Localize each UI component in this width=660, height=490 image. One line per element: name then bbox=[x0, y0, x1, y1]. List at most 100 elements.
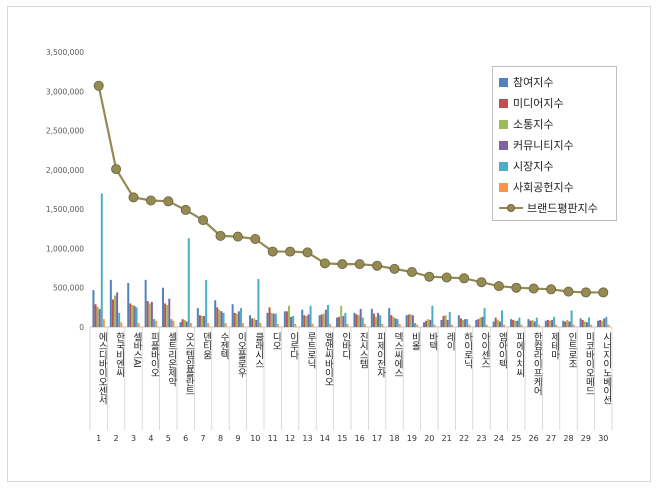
x-rank-label: 24 bbox=[494, 434, 504, 443]
bar bbox=[92, 290, 95, 327]
bar bbox=[562, 320, 565, 327]
bar bbox=[605, 316, 608, 327]
brand-index-point bbox=[128, 192, 139, 203]
bar bbox=[496, 319, 499, 327]
bar bbox=[179, 322, 182, 327]
x-rank-label: 6 bbox=[183, 434, 188, 443]
bar bbox=[235, 313, 238, 327]
bar bbox=[568, 321, 571, 327]
bar bbox=[607, 324, 610, 327]
y-tick-label: 2,500,000 bbox=[46, 127, 84, 136]
bar bbox=[603, 318, 606, 327]
x-rank-label: 10 bbox=[250, 434, 260, 443]
bar bbox=[529, 320, 532, 327]
bar bbox=[166, 305, 169, 327]
x-rank-label: 3 bbox=[131, 434, 136, 443]
brand-index-point bbox=[250, 233, 261, 244]
bar bbox=[100, 193, 103, 327]
legend-swatch bbox=[499, 140, 508, 150]
bar bbox=[442, 316, 445, 327]
bar bbox=[500, 310, 503, 327]
x-category-label: 피에이치씨 bbox=[514, 332, 525, 377]
bar bbox=[183, 319, 186, 327]
bar bbox=[411, 315, 414, 327]
bar bbox=[249, 315, 252, 327]
bar bbox=[510, 319, 513, 327]
bar bbox=[94, 304, 97, 327]
bar bbox=[322, 313, 325, 327]
legend-item: 커뮤니티지수 bbox=[499, 138, 574, 152]
bar bbox=[355, 314, 358, 327]
x-category-label: 시너지이노베이션 bbox=[601, 332, 612, 404]
x-category-label: 셀바스AI bbox=[131, 332, 142, 367]
bar bbox=[268, 307, 271, 327]
x-rank-label: 18 bbox=[389, 434, 399, 443]
bar bbox=[587, 317, 590, 327]
bar bbox=[407, 314, 410, 327]
x-rank-label: 20 bbox=[424, 434, 434, 443]
bar bbox=[311, 323, 314, 327]
bar bbox=[485, 324, 488, 327]
x-rank-label: 23 bbox=[476, 434, 486, 443]
x-category-label: 수젠텍 bbox=[218, 332, 229, 360]
bar bbox=[601, 320, 604, 327]
bar bbox=[131, 305, 134, 327]
brand-index-point bbox=[476, 277, 487, 288]
bar bbox=[448, 312, 451, 327]
x-category-label: 엘앤씨바이오 bbox=[322, 332, 333, 386]
brand-index-point bbox=[511, 282, 522, 293]
bar bbox=[514, 320, 517, 327]
bar bbox=[98, 308, 101, 327]
bar bbox=[242, 323, 245, 327]
bar bbox=[533, 321, 536, 327]
bar bbox=[457, 315, 460, 327]
bar bbox=[290, 316, 293, 327]
bar bbox=[359, 308, 362, 327]
bar bbox=[459, 318, 462, 327]
bar bbox=[427, 319, 430, 327]
x-category-label: 아이센스 bbox=[479, 332, 490, 368]
brand-index-point bbox=[111, 164, 122, 175]
brand-index-point bbox=[580, 287, 591, 298]
x-category-label: 비올 bbox=[409, 332, 420, 350]
x-category-label: 제테마 bbox=[549, 332, 560, 360]
bar bbox=[546, 319, 549, 327]
bar bbox=[114, 295, 116, 327]
x-rank-label: 28 bbox=[563, 434, 573, 443]
x-rank-label: 16 bbox=[355, 434, 365, 443]
x-category-label: 미코바이오메드 bbox=[583, 332, 594, 395]
bar bbox=[144, 279, 147, 327]
brand-index-point bbox=[145, 195, 156, 206]
legend-label: 사회공헌지수 bbox=[513, 181, 574, 194]
y-tick-label: 1,500,000 bbox=[46, 205, 84, 214]
x-category-label: 피제이전자 bbox=[375, 332, 386, 378]
bar bbox=[431, 305, 434, 327]
bar bbox=[444, 315, 447, 327]
x-rank-label: 19 bbox=[407, 434, 417, 443]
x-rank-label: 25 bbox=[511, 434, 521, 443]
x-category-label: 에스디바이오센서 bbox=[96, 332, 107, 405]
bar bbox=[372, 313, 375, 327]
bar bbox=[377, 312, 380, 327]
x-rank-label: 13 bbox=[302, 434, 312, 443]
bar bbox=[170, 319, 173, 327]
brand-index-point bbox=[354, 259, 365, 270]
x-category-label: 덱스씨에스 bbox=[392, 332, 403, 377]
x-category-label: 바텍 bbox=[427, 332, 438, 351]
x-rank-label: 4 bbox=[148, 434, 153, 443]
x-rank-label: 1 bbox=[96, 434, 101, 443]
bar bbox=[102, 319, 105, 327]
x-rank-label: 14 bbox=[320, 434, 330, 443]
bar bbox=[394, 318, 397, 327]
bar bbox=[233, 312, 236, 327]
legend-swatch bbox=[499, 182, 508, 192]
bar bbox=[398, 323, 401, 327]
bar bbox=[381, 323, 384, 327]
bar bbox=[370, 308, 373, 327]
x-category-label: 인바디 bbox=[340, 332, 351, 360]
bar bbox=[585, 322, 588, 327]
bar bbox=[340, 305, 343, 327]
bar bbox=[207, 323, 210, 327]
bar bbox=[336, 317, 339, 327]
axes bbox=[89, 326, 613, 430]
